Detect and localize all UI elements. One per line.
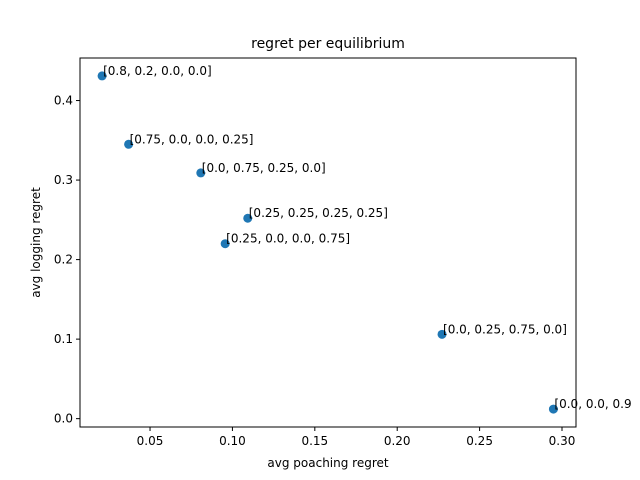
data-point-label: [0.25, 0.25, 0.25, 0.25] (249, 206, 388, 220)
x-tick-label: 0.25 (466, 434, 493, 448)
chart-title: regret per equilibrium (251, 36, 405, 52)
data-point-label: [0.8, 0.2, 0.0, 0.0] (103, 64, 212, 78)
plot-area (79, 57, 577, 428)
y-tick-label: 0.0 (54, 412, 73, 426)
data-point (548, 404, 558, 414)
x-tick-label: 0.10 (219, 434, 246, 448)
x-tick-label: 0.15 (301, 434, 328, 448)
data-point (437, 329, 447, 339)
x-tick-label: 0.20 (384, 434, 411, 448)
data-point (220, 239, 230, 249)
data-point (124, 139, 134, 149)
y-axis-label: avg logging regret (29, 187, 43, 298)
data-point (196, 168, 206, 178)
data-points: [0.8, 0.2, 0.0, 0.0] [0.75, 0.0, 0.0, 0.2… (97, 64, 632, 414)
x-tick-label: 0.30 (549, 434, 576, 448)
x-axis-label: avg poaching regret (267, 456, 388, 470)
y-axis-ticks: 0.0 0.1 0.2 0.3 0.4 (54, 94, 80, 426)
data-point-label: [0.0, 0.75, 0.25, 0.0] (202, 161, 326, 175)
y-tick-label: 0.1 (54, 332, 73, 346)
y-tick-label: 0.3 (54, 173, 73, 187)
data-point-label: [0.0, 0.0, 0.9 (554, 397, 631, 411)
data-point-label: [0.25, 0.0, 0.0, 0.75] (226, 232, 350, 246)
data-point (97, 71, 107, 81)
data-point-label: [0.0, 0.25, 0.75, 0.0] (443, 322, 567, 336)
y-tick-label: 0.2 (54, 253, 73, 267)
x-axis-ticks: 0.05 0.10 0.15 0.20 0.25 0.30 (137, 427, 576, 448)
x-tick-label: 0.05 (137, 434, 164, 448)
data-point (243, 213, 253, 223)
y-tick-label: 0.4 (54, 94, 73, 108)
data-point-label: [0.75, 0.0, 0.0, 0.25] (130, 132, 254, 146)
